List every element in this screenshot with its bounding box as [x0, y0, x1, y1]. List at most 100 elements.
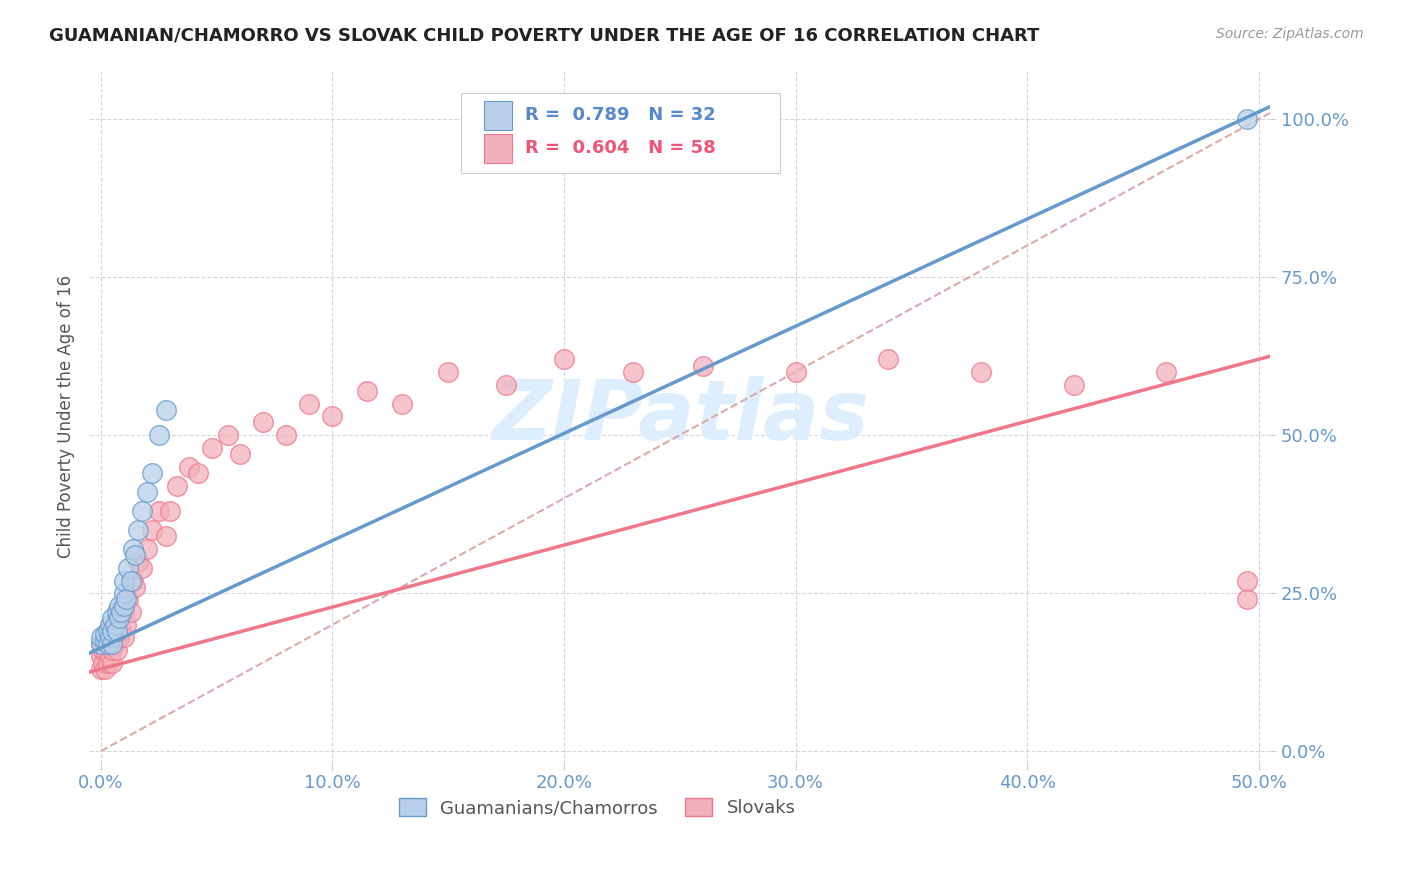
Point: [1236, 574, 1258, 588]
Point: [101, 656, 124, 670]
Point: [120, 574, 142, 588]
Text: GUAMANIAN/CHAMORRO VS SLOVAK CHILD POVERTY UNDER THE AGE OF 16 CORRELATION CHART: GUAMANIAN/CHAMORRO VS SLOVAK CHILD POVER…: [49, 27, 1039, 45]
Point: [120, 605, 142, 619]
Point: [115, 617, 138, 632]
Point: [112, 605, 135, 619]
Point: [148, 428, 170, 442]
Point: [112, 586, 135, 600]
Point: [90, 637, 112, 651]
Point: [136, 485, 159, 500]
FancyBboxPatch shape: [484, 101, 512, 129]
Point: [117, 592, 139, 607]
Point: [141, 466, 163, 480]
Point: [103, 617, 125, 632]
Point: [94, 662, 117, 676]
Point: [159, 504, 181, 518]
Point: [98, 649, 121, 664]
Point: [101, 637, 124, 651]
Point: [105, 617, 128, 632]
Point: [155, 402, 177, 417]
Point: [105, 643, 128, 657]
Point: [148, 504, 170, 518]
Point: [97, 624, 120, 638]
Point: [1063, 377, 1085, 392]
Point: [217, 428, 239, 442]
Point: [108, 599, 131, 613]
Point: [105, 624, 128, 638]
Point: [91, 656, 114, 670]
Point: [136, 541, 159, 556]
Point: [98, 617, 121, 632]
Point: [105, 605, 128, 619]
Point: [90, 662, 112, 676]
Point: [356, 384, 378, 398]
Point: [97, 637, 120, 651]
Point: [692, 359, 714, 373]
Point: [101, 624, 124, 638]
Point: [187, 466, 209, 480]
Point: [201, 441, 224, 455]
Point: [877, 352, 900, 367]
Point: [98, 631, 121, 645]
Point: [252, 416, 274, 430]
Point: [274, 428, 297, 442]
Point: [94, 633, 117, 648]
Text: ZIPatlas: ZIPatlas: [491, 376, 869, 457]
Point: [90, 649, 112, 664]
Point: [141, 523, 163, 537]
Point: [495, 377, 517, 392]
Point: [115, 592, 138, 607]
Point: [101, 624, 124, 638]
Point: [110, 624, 132, 638]
Point: [127, 523, 149, 537]
Text: R =  0.604   N = 58: R = 0.604 N = 58: [524, 139, 716, 158]
Point: [553, 352, 575, 367]
Point: [101, 643, 124, 657]
FancyBboxPatch shape: [461, 93, 780, 173]
Point: [785, 365, 807, 379]
Point: [1236, 592, 1258, 607]
Text: Source: ZipAtlas.com: Source: ZipAtlas.com: [1216, 27, 1364, 41]
Point: [110, 605, 132, 619]
FancyBboxPatch shape: [484, 134, 512, 163]
Point: [228, 447, 250, 461]
Point: [124, 548, 146, 562]
Point: [98, 631, 121, 645]
Point: [1154, 365, 1177, 379]
Point: [437, 365, 460, 379]
Point: [122, 574, 145, 588]
Point: [108, 611, 131, 625]
Point: [298, 396, 321, 410]
Point: [112, 574, 135, 588]
Point: [90, 637, 112, 651]
Point: [321, 409, 343, 424]
Point: [177, 459, 200, 474]
Point: [108, 611, 131, 625]
Point: [91, 643, 114, 657]
Y-axis label: Child Poverty Under the Age of 16: Child Poverty Under the Age of 16: [58, 275, 75, 558]
Point: [112, 631, 135, 645]
Text: R =  0.789   N = 32: R = 0.789 N = 32: [524, 106, 716, 124]
Point: [112, 599, 135, 613]
Point: [124, 580, 146, 594]
Point: [108, 631, 131, 645]
Point: [103, 637, 125, 651]
Point: [97, 637, 120, 651]
Point: [101, 611, 124, 625]
Point: [127, 555, 149, 569]
Point: [97, 656, 120, 670]
Point: [970, 365, 993, 379]
Point: [117, 561, 139, 575]
Point: [131, 504, 153, 518]
Legend: Guamanians/Chamorros, Slovaks: Guamanians/Chamorros, Slovaks: [391, 790, 803, 824]
Point: [166, 479, 188, 493]
Point: [155, 529, 177, 543]
Point: [1236, 112, 1258, 127]
Point: [623, 365, 645, 379]
Point: [391, 396, 413, 410]
Point: [90, 631, 112, 645]
Point: [94, 643, 117, 657]
Point: [131, 561, 153, 575]
Point: [94, 627, 117, 641]
Point: [122, 541, 145, 556]
